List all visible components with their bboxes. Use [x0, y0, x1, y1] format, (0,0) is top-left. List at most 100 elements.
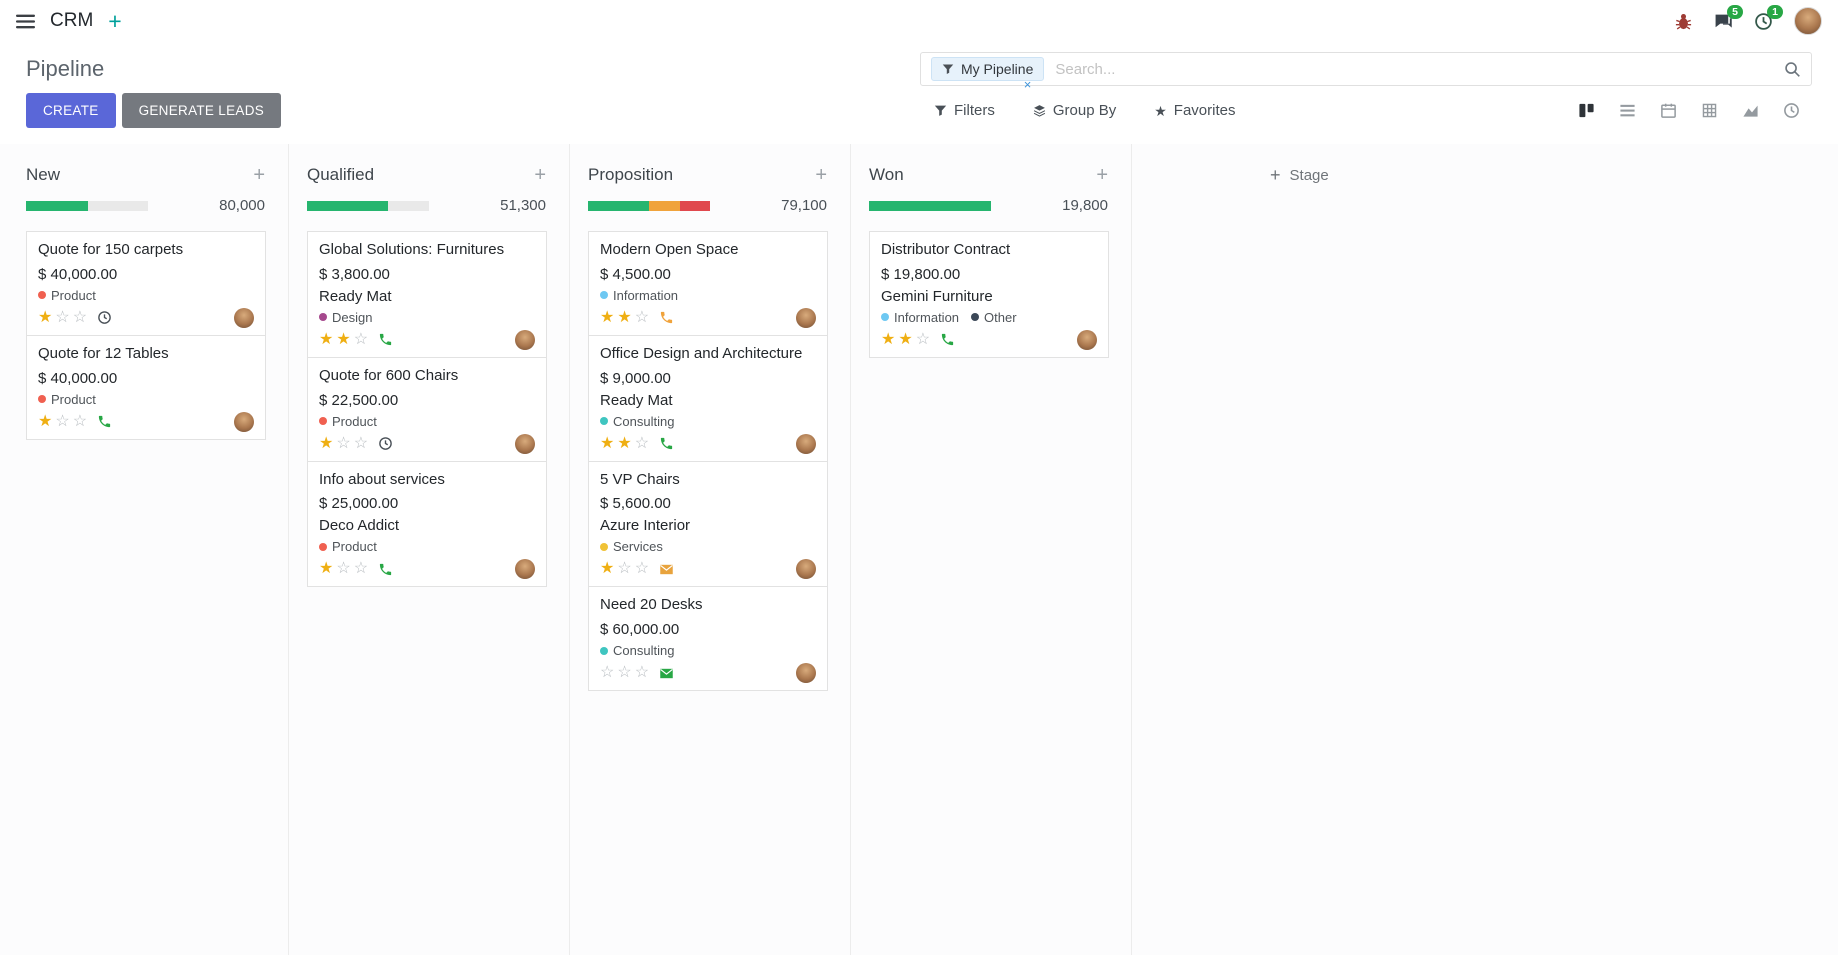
search-input[interactable] [1053, 59, 1775, 79]
star-filled-icon[interactable]: ★ [38, 412, 53, 430]
phone-activity-icon[interactable] [940, 332, 955, 347]
stage-progressbar[interactable] [588, 200, 710, 211]
quick-create-icon[interactable]: + [1096, 164, 1108, 186]
star-filled-icon[interactable]: ★ [319, 560, 334, 578]
progress-segment[interactable] [679, 200, 710, 211]
favorites-menu[interactable]: ★ Favorites [1154, 102, 1235, 119]
create-button[interactable]: CREATE [26, 93, 116, 128]
quick-create-icon[interactable]: + [253, 164, 265, 186]
star-filled-icon[interactable]: ★ [336, 330, 351, 348]
star-filled-icon[interactable]: ★ [617, 308, 632, 326]
star-filled-icon[interactable]: ★ [319, 330, 334, 348]
salesperson-avatar[interactable] [234, 411, 254, 432]
salesperson-avatar[interactable] [515, 559, 535, 580]
debug-bug-icon[interactable] [1674, 12, 1693, 31]
star-empty-icon[interactable]: ☆ [600, 664, 615, 681]
quick-create-icon[interactable]: + [815, 164, 827, 186]
star-empty-icon[interactable]: ☆ [72, 412, 88, 430]
user-avatar[interactable] [1794, 7, 1822, 35]
clock-activity-icon[interactable] [378, 436, 393, 451]
opportunity-card[interactable]: Distributor Contract $ 19,800.00 Gemini Fu… [869, 231, 1109, 358]
messages-icon[interactable]: 5 [1714, 4, 1743, 31]
star-empty-icon[interactable]: ☆ [72, 308, 88, 326]
search-icon[interactable] [1784, 61, 1801, 78]
plus-icon[interactable]: + [108, 7, 122, 34]
opportunity-card[interactable]: Quote for 150 carpets $ 40,000.00 Product ★… [26, 231, 266, 336]
salesperson-avatar[interactable] [234, 307, 254, 328]
opportunity-card[interactable]: Quote for 600 Chairs $ 22,500.00 Product ★ ☆… [307, 356, 547, 462]
star-empty-icon[interactable]: ☆ [336, 434, 351, 452]
opportunity-card[interactable]: Need 20 Desks $ 60,000.00 Consulting ☆ ☆ ☆ [588, 586, 828, 691]
priority-stars[interactable]: ★ ☆ ☆ [38, 308, 88, 326]
app-name[interactable]: CRM [50, 10, 94, 31]
progress-segment[interactable] [649, 200, 680, 211]
salesperson-avatar[interactable] [796, 663, 816, 683]
salesperson-avatar[interactable] [515, 329, 535, 350]
phone-activity-icon[interactable] [378, 332, 393, 347]
phone-activity-icon[interactable] [659, 436, 674, 451]
priority-stars[interactable]: ★ ★ ☆ [319, 330, 369, 348]
star-filled-icon[interactable]: ★ [898, 330, 913, 348]
star-empty-icon[interactable]: ☆ [353, 330, 369, 348]
stage-title[interactable]: Won [869, 165, 904, 184]
star-filled-icon[interactable]: ★ [38, 308, 53, 326]
phone-activity-icon[interactable] [659, 310, 674, 325]
star-filled-icon[interactable]: ★ [617, 434, 632, 452]
search-bar[interactable]: My Pipeline × [920, 52, 1812, 92]
priority-stars[interactable]: ☆ ☆ ☆ [600, 665, 649, 681]
opportunity-card[interactable]: Quote for 12 Tables $ 40,000.00 Product ★ ☆ ☆ [26, 334, 266, 440]
stage-title[interactable]: Qualified [307, 165, 375, 184]
opportunity-card[interactable]: Info about services $ 25,000.00 Deco Addic… [307, 460, 547, 588]
priority-stars[interactable]: ★ ★ ☆ [881, 330, 930, 348]
stage-progressbar[interactable] [307, 200, 429, 211]
stage-title[interactable]: Proposition [588, 165, 674, 184]
progress-segment[interactable] [588, 200, 649, 211]
kanban-view-icon[interactable] [1566, 96, 1607, 126]
apps-menu-icon[interactable] [16, 12, 35, 31]
progress-segment[interactable] [307, 200, 388, 211]
salesperson-avatar[interactable] [796, 559, 816, 580]
add-stage-button[interactable]: + Stage [1270, 162, 1329, 188]
priority-stars[interactable]: ★ ☆ ☆ [600, 561, 649, 577]
envelope-activity-icon[interactable] [659, 562, 674, 577]
priority-stars[interactable]: ★ ☆ ☆ [38, 412, 88, 430]
stage-progressbar[interactable] [26, 200, 148, 211]
group-by-menu[interactable]: Group By [1033, 102, 1116, 119]
star-empty-icon[interactable]: ☆ [55, 412, 70, 430]
star-filled-icon[interactable]: ★ [600, 560, 615, 578]
star-filled-icon[interactable]: ★ [600, 434, 615, 452]
stage-progressbar[interactable] [869, 200, 991, 211]
envelope-activity-icon[interactable] [659, 666, 674, 681]
clock-activity-icon[interactable] [97, 310, 112, 325]
progress-segment[interactable] [869, 200, 991, 211]
filters-menu[interactable]: Filters [934, 102, 995, 119]
star-empty-icon[interactable]: ☆ [634, 434, 650, 452]
star-empty-icon[interactable]: ☆ [353, 434, 369, 452]
star-filled-icon[interactable]: ★ [600, 308, 615, 326]
pivot-view-icon[interactable] [1689, 96, 1730, 126]
star-filled-icon[interactable]: ★ [881, 330, 896, 348]
priority-stars[interactable]: ★ ☆ ☆ [319, 561, 368, 577]
salesperson-avatar[interactable] [1077, 329, 1097, 350]
search-facet[interactable]: My Pipeline × [931, 57, 1045, 92]
star-filled-icon[interactable]: ★ [319, 434, 334, 452]
star-empty-icon[interactable]: ☆ [55, 308, 70, 326]
opportunity-card[interactable]: Global Solutions: Furnitures $ 3,800.00 Re… [307, 231, 547, 358]
star-empty-icon[interactable]: ☆ [617, 560, 632, 578]
list-view-icon[interactable] [1607, 96, 1648, 126]
quick-create-icon[interactable]: + [534, 164, 546, 186]
generate-leads-button[interactable]: GENERATE LEADS [121, 93, 282, 128]
star-empty-icon[interactable]: ☆ [353, 560, 369, 578]
phone-activity-icon[interactable] [97, 414, 112, 429]
priority-stars[interactable]: ★ ☆ ☆ [319, 434, 369, 452]
salesperson-avatar[interactable] [796, 307, 816, 328]
star-empty-icon[interactable]: ☆ [634, 308, 650, 326]
star-empty-icon[interactable]: ☆ [634, 560, 650, 578]
star-empty-icon[interactable]: ☆ [634, 664, 650, 681]
opportunity-card[interactable]: Office Design and Architecture $ 9,000.00… [588, 334, 828, 462]
salesperson-avatar[interactable] [515, 433, 535, 454]
graph-view-icon[interactable] [1730, 96, 1771, 126]
priority-stars[interactable]: ★ ★ ☆ [600, 434, 650, 452]
opportunity-card[interactable]: 5 VP Chairs $ 5,600.00 Azure Interior Servi… [588, 460, 828, 588]
facet-remove-icon[interactable]: × [1023, 77, 1032, 92]
